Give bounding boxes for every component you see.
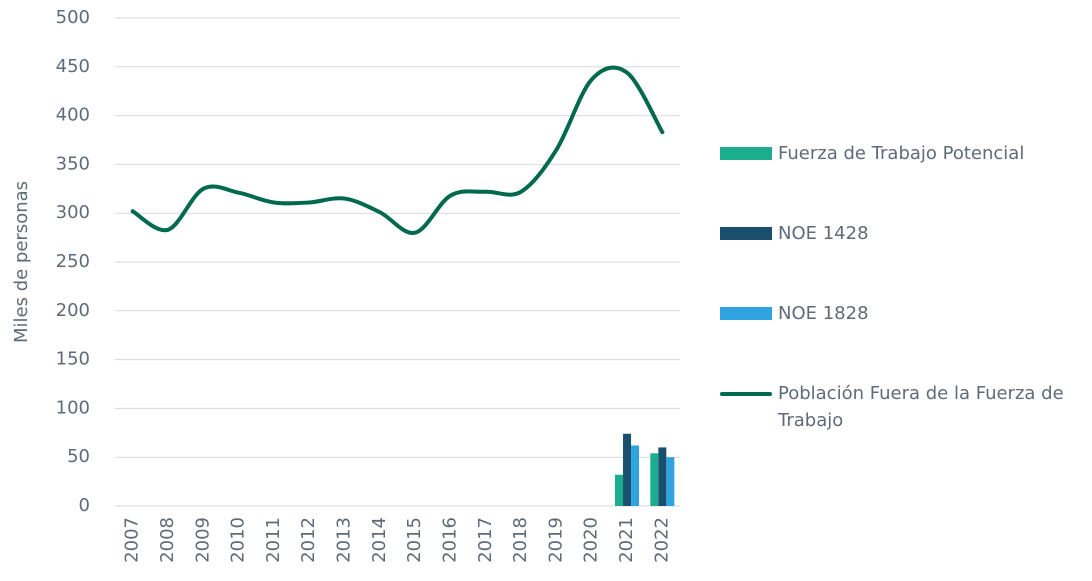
y-tick-label: 200 [56,300,90,321]
x-tick-label: 2018 [510,517,531,563]
x-tick-label: 2009 [192,517,213,563]
y-tick-label: 50 [67,446,90,467]
x-tick-label: 2015 [404,517,425,563]
x-tick-label: 2008 [157,517,178,563]
legend-label: NOE 1428 [778,223,869,244]
y-tick-label: 0 [79,495,90,516]
y-tick-label: 500 [56,7,90,28]
chart: Miles de personas 0 50 100 150 200 250 300 350 4… [11,7,680,563]
y-tick-label: 300 [56,202,90,223]
legend-label: Fuerza de Trabajo Potencial [778,143,1025,164]
legend-item: NOE 1828 [720,300,1092,327]
x-tick-label: 2021 [616,517,637,563]
legend-swatch [720,307,772,320]
legend-swatch [720,147,772,160]
y-tick-label: 100 [56,397,90,418]
bar [658,447,667,506]
x-tick-label: 2007 [122,517,143,563]
x-tick-label: 2022 [651,517,672,563]
x-tick-label: 2010 [228,517,249,563]
x-tick-label: 2014 [369,517,390,563]
bar [650,453,659,506]
line [130,65,665,235]
legend-item: NOE 1428 [720,220,1092,247]
bar [623,433,632,506]
bar [666,457,675,506]
y-tick-label: 250 [56,251,90,272]
legend-item: Población Fuera de la Fuerza de Trabajo [720,380,1092,434]
x-tick-label: 2016 [439,517,460,563]
bar [615,474,624,506]
legend-item: Fuerza de Trabajo Potencial [720,140,1092,167]
y-tick-label: 450 [56,56,90,77]
legend-swatch [720,227,772,240]
y-tick-label: 350 [56,153,90,174]
x-tick-label: 2020 [581,517,602,563]
bar [631,445,640,506]
x-tick-label: 2012 [298,517,319,563]
legend-label: Población Fuera de la Fuerza de Trabajo [778,383,1064,431]
x-tick-label: 2011 [263,517,284,563]
y-tick-label: 400 [56,105,90,126]
x-tick-label: 2017 [475,517,496,563]
x-tick-label: 2019 [545,517,566,563]
legend-swatch [720,392,772,396]
legend-label: NOE 1828 [778,303,869,324]
y-tick-label: 150 [56,349,90,370]
y-axis-label: Miles de personas [11,181,32,343]
x-tick-label: 2013 [334,517,355,563]
